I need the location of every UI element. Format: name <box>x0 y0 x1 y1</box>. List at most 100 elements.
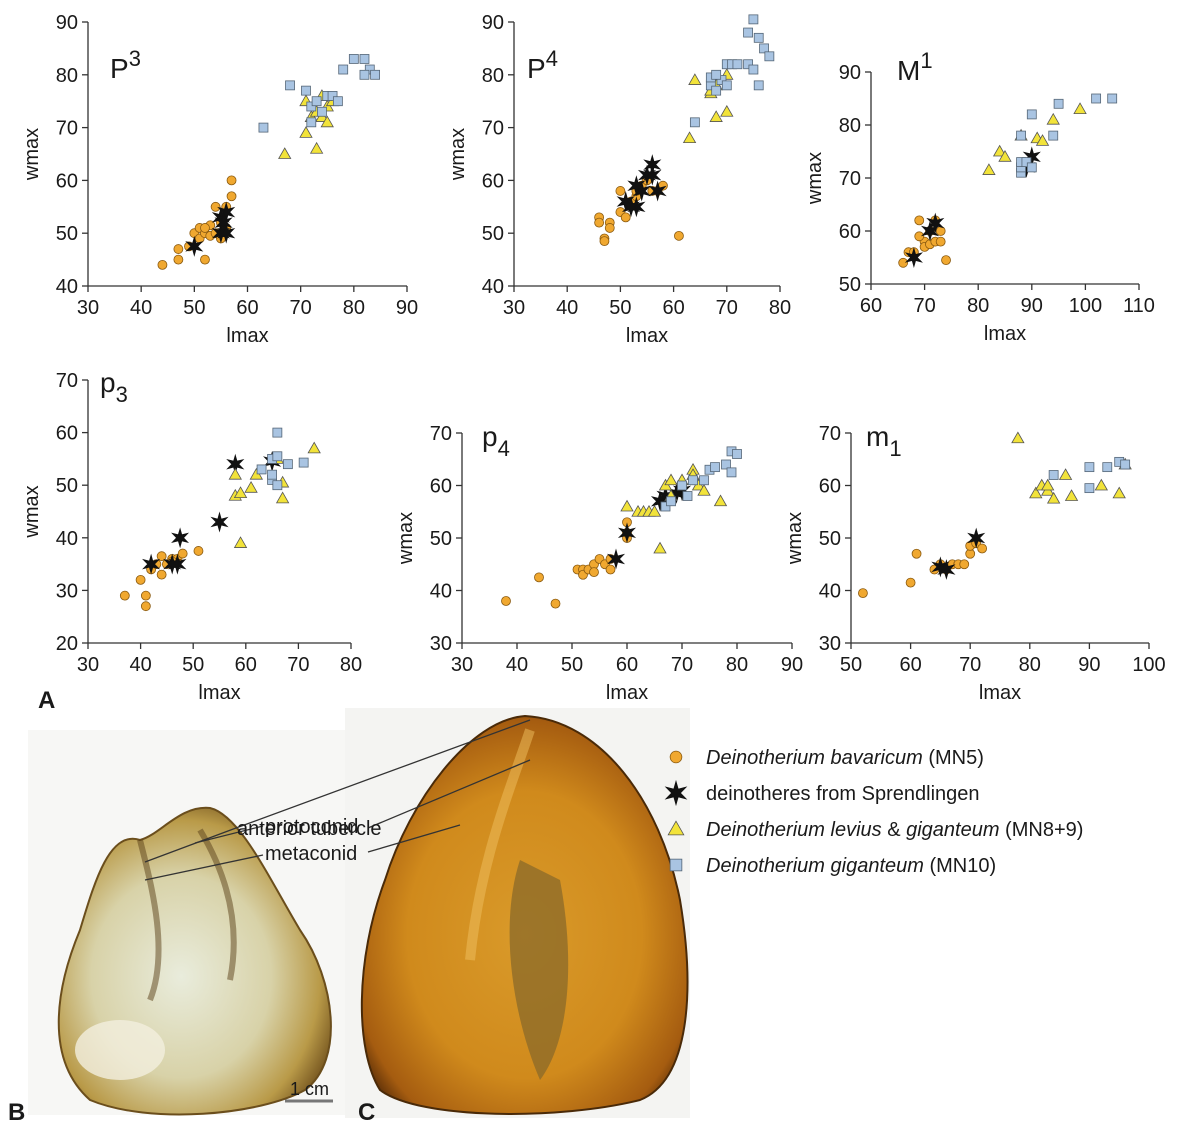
y-tick-label: 40 <box>482 276 504 298</box>
x-axis-label: lmax <box>984 323 1026 345</box>
data-point <box>282 459 293 470</box>
y-axis-label: wmax <box>447 128 469 181</box>
data-point <box>666 496 676 507</box>
chart-title-base: p <box>100 367 116 398</box>
data-point <box>1094 478 1109 491</box>
data-point <box>1048 470 1059 480</box>
y-tick-label: 60 <box>819 476 841 498</box>
data-point <box>643 164 662 186</box>
data-point <box>285 80 295 91</box>
data-point <box>1021 157 1032 168</box>
panel-label: A <box>38 687 55 714</box>
y-tick-label: 90 <box>482 12 504 34</box>
chart-title-base: P <box>527 53 546 84</box>
data-point <box>959 559 970 570</box>
pointer-line <box>144 827 237 863</box>
data-point <box>226 191 237 202</box>
data-point <box>606 548 626 570</box>
x-tick-label: 30 <box>77 297 99 319</box>
data-point <box>710 462 720 473</box>
y-axis-label: wmax <box>804 152 826 205</box>
data-point <box>647 504 662 517</box>
data-point <box>156 551 167 562</box>
data-point <box>311 96 322 107</box>
data-point <box>748 64 759 75</box>
data-point <box>173 254 184 265</box>
pointer-line <box>367 824 461 853</box>
legend-label-part: deinotheres from Sprendlingen <box>706 783 980 805</box>
data-point <box>256 464 267 475</box>
data-point <box>301 85 311 96</box>
x-tick-label: 70 <box>671 654 693 676</box>
y-tick-label: 70 <box>839 168 861 190</box>
x-tick-label: 50 <box>840 654 862 676</box>
data-point <box>119 590 130 601</box>
y-tick-label: 70 <box>482 118 504 140</box>
x-tick-label: 60 <box>899 654 921 676</box>
annotation-label: protoconid <box>265 816 358 838</box>
data-point <box>228 467 242 480</box>
data-point <box>941 255 951 266</box>
data-point <box>682 131 697 144</box>
x-tick-label: 80 <box>769 297 791 319</box>
y-axis-label: wmax <box>21 128 43 181</box>
data-point <box>648 180 667 202</box>
data-point <box>720 104 734 117</box>
data-point <box>937 559 956 580</box>
y-tick-label: 50 <box>839 274 861 296</box>
pointer-line <box>367 759 531 829</box>
data-point <box>306 101 317 112</box>
data-point <box>898 257 909 268</box>
data-point <box>1112 486 1126 499</box>
data-point <box>173 244 184 254</box>
x-tick-label: 90 <box>781 654 803 676</box>
y-tick-label: 70 <box>56 118 78 140</box>
x-tick-label: 100 <box>1069 295 1102 317</box>
legend-label-part: giganteum <box>906 819 999 841</box>
y-tick-label: 40 <box>430 581 452 603</box>
data-point <box>193 546 204 556</box>
chart-title-superscript: 1 <box>920 48 932 73</box>
data-point <box>550 598 561 609</box>
x-tick-label: 30 <box>451 654 473 676</box>
annotation-label: metaconid <box>265 843 357 865</box>
data-point <box>743 27 753 38</box>
y-tick-label: 60 <box>430 476 452 498</box>
x-tick-label: 90 <box>396 297 418 319</box>
data-point <box>1107 93 1118 104</box>
data-point <box>711 85 722 96</box>
x-tick-label: 60 <box>236 297 258 319</box>
data-point <box>359 69 370 80</box>
x-tick-label: 70 <box>287 654 309 676</box>
chart-title-subscript: 1 <box>889 436 901 461</box>
tooth-detail <box>137 828 237 1002</box>
chart-title-superscript: 3 <box>129 46 141 71</box>
x-tick-label: 90 <box>1078 654 1100 676</box>
data-point <box>682 491 693 501</box>
x-tick-label: 90 <box>1021 295 1043 317</box>
data-point <box>534 572 544 583</box>
data-point <box>620 212 631 223</box>
data-point <box>338 64 349 75</box>
x-tick-label: 50 <box>609 297 631 319</box>
data-point <box>320 115 334 128</box>
data-point <box>157 259 168 270</box>
legend-label-part: (MN10) <box>924 855 996 877</box>
y-tick-label: 40 <box>819 581 841 603</box>
data-point <box>911 548 922 559</box>
data-point <box>637 164 657 186</box>
data-point <box>743 59 753 70</box>
chart-title-subscript: 3 <box>116 382 128 407</box>
data-point <box>674 230 684 241</box>
tooth-detail <box>75 1020 165 1080</box>
data-point <box>605 564 616 575</box>
x-tick-label: 80 <box>1019 654 1041 676</box>
x-tick-label: 80 <box>967 295 989 317</box>
data-point <box>764 51 775 62</box>
data-point <box>1026 109 1037 120</box>
data-point <box>721 80 732 91</box>
data-point <box>210 201 221 212</box>
y-tick-label: 90 <box>56 12 78 34</box>
data-point <box>914 215 925 226</box>
x-tick-label: 70 <box>959 654 981 676</box>
